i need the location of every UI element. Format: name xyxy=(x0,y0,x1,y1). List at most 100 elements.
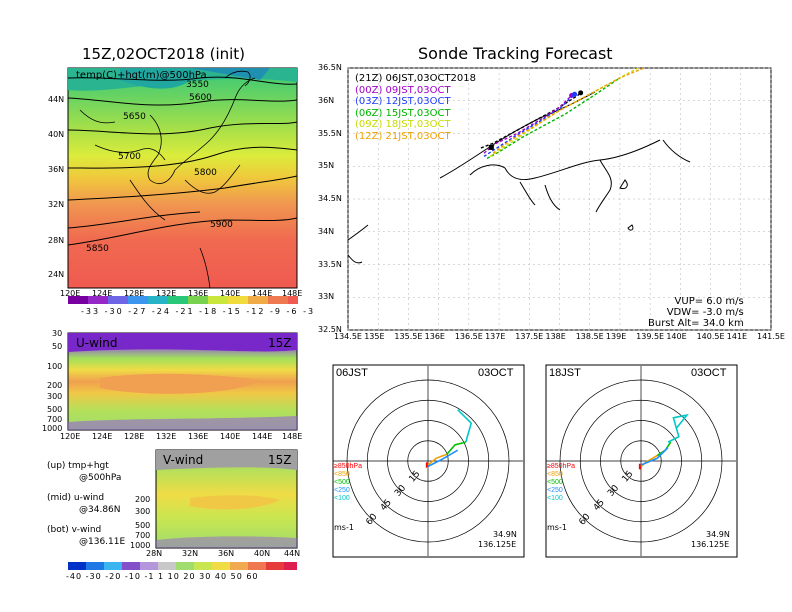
p-tick: 1000 xyxy=(42,424,63,433)
track-line xyxy=(483,95,573,154)
hodo-right-date: 03OCT xyxy=(691,367,727,379)
track-series xyxy=(480,67,645,160)
lon-tick: 136E xyxy=(424,332,445,341)
p-tick: 700 xyxy=(135,531,151,540)
lat-tick: 32N xyxy=(182,549,199,558)
hodo-left-time: 06JST xyxy=(336,367,368,379)
legend-item: (06Z) 15JST,03OCT xyxy=(355,107,451,119)
level-item: <500 xyxy=(334,479,350,486)
lon-tick: 134.5E xyxy=(334,332,362,341)
lat-tick: 40N xyxy=(48,130,65,139)
contour-label: 5700 xyxy=(118,152,141,162)
lon-tick: 144E xyxy=(252,289,273,298)
lon-tick: 141E xyxy=(726,332,748,341)
legend-item: (12Z) 21JST,03OCT xyxy=(355,130,451,142)
lon-tick: 120E xyxy=(60,289,81,298)
lon-tick: 148E xyxy=(282,289,303,298)
note-line: (up) tmp+hgt xyxy=(47,461,109,471)
lon-tick: 144E xyxy=(252,432,273,441)
panel-notes: (up) tmp+hgt @500hPa (mid) u-wind @34.86… xyxy=(47,460,125,548)
lon-tick: 141.5E xyxy=(757,332,785,341)
contour-label: 3550 xyxy=(186,80,209,90)
uwind-field xyxy=(67,332,298,431)
p-tick: 200 xyxy=(135,495,151,504)
level-item: <850 xyxy=(547,471,563,478)
hodo-right-lat: 34.9N xyxy=(706,530,730,539)
note-line: @136.11E xyxy=(79,537,126,547)
lat-tick: 44N xyxy=(48,95,65,104)
hodo-trace xyxy=(640,446,669,466)
lat-tick: 40N xyxy=(254,549,271,558)
lat-tick: 32N xyxy=(48,200,65,209)
lat-tick: 24N xyxy=(48,270,65,279)
lon-tick: 148E xyxy=(282,432,303,441)
hodo-trace xyxy=(638,463,642,470)
lon-tick: 138.5E xyxy=(575,332,604,341)
hodo-trace xyxy=(425,462,429,469)
temp-field xyxy=(67,67,298,289)
contour-label: 5900 xyxy=(210,220,233,230)
hodo-trace xyxy=(457,409,473,443)
p-tick: 200 xyxy=(47,381,63,390)
hodo-left-date: 03OCT xyxy=(478,367,514,379)
vwind-field xyxy=(155,449,298,549)
p-tick: 100 xyxy=(47,362,63,371)
level-item: <250 xyxy=(547,487,563,494)
hodo-trace xyxy=(446,441,466,455)
note-line: @34.86N xyxy=(79,505,121,515)
level-item: <100 xyxy=(547,495,563,502)
lon-tick: 140E xyxy=(220,289,241,298)
lat-tick: 36.5N xyxy=(318,63,342,72)
lon-tick: 140.5E xyxy=(696,332,725,341)
lat-tick: 35.5N xyxy=(318,128,342,138)
burst-point xyxy=(578,90,584,96)
lon-tick: 136E xyxy=(188,432,209,441)
lon-tick: 139.5E xyxy=(636,332,665,341)
p-tick: 1000 xyxy=(130,541,151,550)
lon-tick: 128E xyxy=(124,289,145,298)
legend-item: (00Z) 09JST,03OCT xyxy=(355,84,451,96)
height-contours xyxy=(67,76,298,246)
temp-colorbar-labels: -33 -30 -27 -24 -21 -18 -15 -12 -9 -6 -3 xyxy=(81,307,316,316)
note-line: (mid) u-wind xyxy=(47,493,105,503)
lon-tick: 138E xyxy=(545,332,566,341)
level-item: <250 xyxy=(334,487,350,494)
hodo-right-levels: ≥850hPa <850 <500 <250 <100 xyxy=(547,463,575,503)
track-legend: (21Z) 06JST,03OCT2018 (00Z) 09JST,03OCT … xyxy=(355,73,476,142)
level-item: <500 xyxy=(547,479,563,486)
lon-tick: 136.5E xyxy=(454,332,483,341)
hodo-trace xyxy=(667,413,689,443)
param-burst: Burst Alt= 34.0 km xyxy=(648,318,744,329)
lat-tick: 33N xyxy=(318,292,335,302)
uwind-time: 15Z xyxy=(268,336,292,350)
p-tick: 30 xyxy=(52,329,63,338)
lon-tick: 135.5E xyxy=(394,332,423,341)
hodo-trace xyxy=(427,453,448,466)
lon-tick: 132E xyxy=(156,289,177,298)
track-params: VUP= 6.0 m/s VDW= -3.0 m/s Burst Alt= 34… xyxy=(648,296,744,329)
lon-tick: 139E xyxy=(605,332,627,341)
param-vdw: VDW= -3.0 m/s xyxy=(666,307,744,318)
level-item: ≥850hPa xyxy=(547,463,575,470)
lon-tick: 124E xyxy=(92,432,113,441)
burst-point xyxy=(572,91,578,97)
hodo-right-lon: 136.125E xyxy=(691,540,730,549)
wind-colorbar-labels: -40 -30 -20 -10 -1 1 10 20 30 40 50 60 xyxy=(66,572,259,581)
lat-tick: 36N xyxy=(48,165,65,174)
level-item: <100 xyxy=(334,495,350,502)
p-tick: 300 xyxy=(135,507,151,516)
track-title: Sonde Tracking Forecast xyxy=(418,44,613,63)
note-line: (bot) v-wind xyxy=(47,525,102,535)
uwind-label: U-wind xyxy=(76,336,118,350)
lat-tick: 32.5N xyxy=(318,325,342,334)
contour-label: 5650 xyxy=(123,112,146,122)
track-line xyxy=(486,77,621,160)
temp-colorbar xyxy=(68,296,298,304)
hodo-left-lon: 136.125E xyxy=(478,540,517,549)
lon-tick: 140E xyxy=(666,332,687,341)
level-item: ≥850hPa xyxy=(334,463,362,470)
lat-tick: 34N xyxy=(318,226,335,236)
lon-tick: 132E xyxy=(156,432,177,441)
coastlines xyxy=(79,70,256,289)
